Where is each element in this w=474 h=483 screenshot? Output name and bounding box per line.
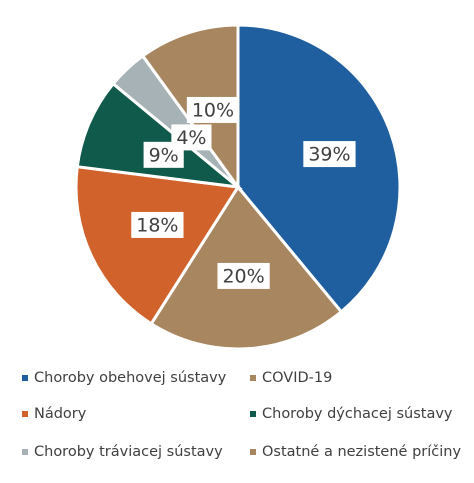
legend-marker [22,411,28,417]
legend-label: Choroby dýchacej sústavy [262,406,453,422]
legend-label: Choroby obehovej sústavy [34,370,227,386]
value-label-box [186,96,240,123]
legend-label: Choroby tráviacej sústavy [34,444,223,460]
value-label-text: 39% [308,144,350,166]
value-label-text: 10% [192,99,234,121]
pie-slice [74,165,241,326]
legend-marker [22,375,28,381]
legend-marker [250,375,256,381]
value-label-text: 9% [149,144,179,166]
value-label-text: 20% [222,265,264,287]
value-label: 39% [303,141,356,168]
value-label-box [171,124,212,151]
pie-slice [75,81,243,190]
legend-label: COVID-19 [262,370,332,386]
legend-marker [250,449,256,455]
value-label-text: 18% [136,214,178,236]
pie-slice [236,23,402,314]
value-label: 4% [171,124,212,151]
value-label-box [131,211,184,238]
legend-label: Ostatné a nezistené príčiny [262,444,461,460]
legend-marker [250,411,256,417]
legend-label: Nádory [34,406,87,422]
value-label-box [217,262,270,289]
value-label: 18% [131,211,184,238]
value-label: 10% [186,96,240,123]
legend-marker [22,449,28,455]
value-label-box [303,141,356,168]
value-label-text: 4% [176,127,206,149]
value-label: 20% [217,262,270,289]
